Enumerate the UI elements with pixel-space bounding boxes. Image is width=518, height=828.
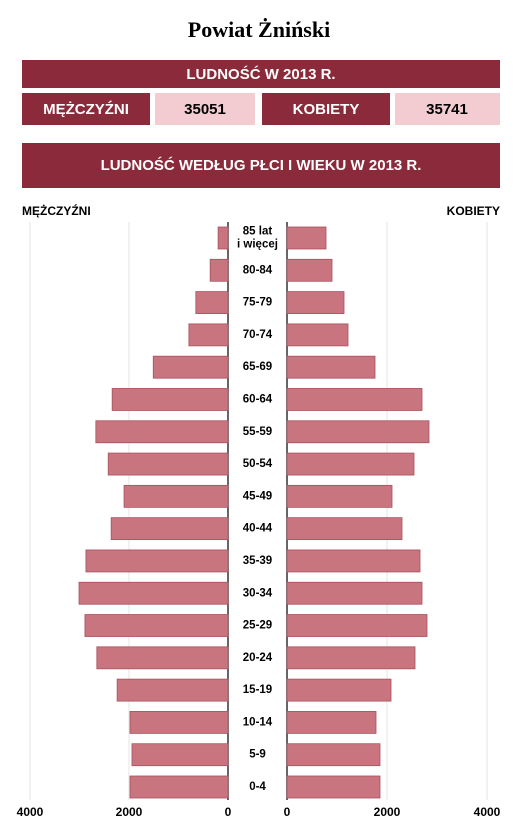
x-tick-label: 0: [225, 805, 232, 819]
bar: [129, 711, 229, 734]
bar: [96, 646, 229, 670]
right-series-label: KOBIETY: [447, 204, 500, 218]
bar: [286, 323, 349, 347]
category-label: 65-69: [243, 361, 272, 373]
bar: [286, 743, 381, 767]
male-label: MĘŻCZYŹNI: [43, 101, 129, 118]
bar: [286, 614, 428, 637]
category-label: 55-59: [243, 426, 272, 438]
bar: [286, 355, 376, 379]
female-total-box: [395, 93, 500, 125]
category-label: 20-24: [243, 652, 273, 664]
x-tick-label: 2000: [116, 805, 143, 819]
x-tick-label: 4000: [474, 805, 501, 819]
bar: [286, 226, 327, 250]
bar: [95, 420, 229, 444]
category-label: 45-49: [243, 490, 272, 502]
x-tick-label: 4000: [17, 805, 44, 819]
bar: [123, 484, 229, 508]
summary-heading: LUDNOŚĆ W 2013 R.: [186, 65, 335, 83]
category-label: 10-14: [243, 716, 273, 728]
bar: [286, 678, 392, 702]
bar: [195, 291, 229, 314]
bar: [152, 355, 229, 379]
chart-header-bar: [22, 143, 500, 188]
female-label-box: [262, 93, 390, 125]
chart-title: LUDNOŚĆ WEDŁUG PŁCI I WIEKU W 2013 R.: [101, 156, 422, 174]
bar: [85, 549, 229, 573]
page-title: Powiat Żniński: [188, 17, 330, 42]
bar: [286, 484, 393, 508]
bar: [286, 291, 345, 314]
category-label: 0-4: [249, 781, 266, 793]
bar: [129, 775, 229, 799]
x-tick-label: 2000: [374, 805, 401, 819]
bar: [110, 517, 229, 541]
bar: [217, 226, 229, 250]
bar: [286, 646, 416, 670]
male-total: 35051: [184, 101, 226, 118]
category-label: 5-9: [249, 749, 266, 761]
category-label: 75-79: [243, 297, 272, 309]
bar: [84, 614, 229, 637]
category-label: 35-39: [243, 555, 272, 567]
bar: [111, 388, 229, 411]
category-label: 70-74: [243, 329, 273, 341]
female-label: KOBIETY: [293, 101, 360, 118]
male-label-box: [22, 93, 150, 125]
bar: [286, 452, 415, 476]
left-series-label: MĘŻCZYŹNI: [22, 203, 91, 218]
category-label: 50-54: [243, 458, 273, 470]
bar: [286, 517, 403, 541]
bar: [107, 452, 229, 476]
bar: [209, 258, 229, 282]
category-label: 60-64: [243, 394, 273, 406]
category-label: 40-44: [243, 523, 273, 535]
category-label: 30-34: [243, 587, 273, 599]
bar: [286, 388, 423, 411]
category-label: 80-84: [243, 264, 273, 276]
category-label: 85 lat i więcej: [237, 226, 278, 251]
category-label: 25-29: [243, 620, 272, 632]
female-total: 35741: [426, 101, 468, 118]
summary-header-bar: [22, 60, 500, 88]
bar: [286, 258, 333, 282]
bar: [286, 420, 430, 444]
bar: [116, 678, 229, 702]
bar: [286, 711, 377, 734]
bar: [286, 581, 423, 605]
male-total-box: [155, 93, 255, 125]
bar: [286, 549, 421, 573]
bar: [78, 581, 229, 605]
bar: [188, 323, 229, 347]
x-tick-label: 0: [284, 805, 291, 819]
bar: [286, 775, 381, 799]
bar: [131, 743, 229, 767]
category-label: 15-19: [243, 684, 272, 696]
